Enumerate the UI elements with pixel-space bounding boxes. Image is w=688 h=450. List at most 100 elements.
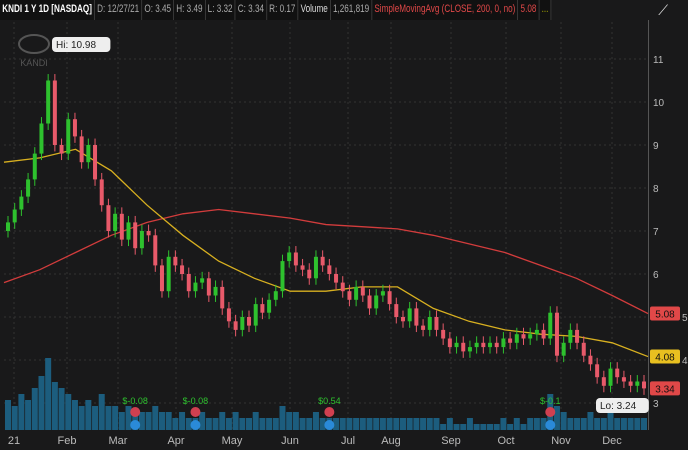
volume-bar bbox=[466, 418, 473, 430]
candle bbox=[421, 325, 426, 330]
volume-bar bbox=[594, 418, 601, 430]
candle bbox=[173, 256, 178, 266]
candle bbox=[320, 256, 325, 266]
volume-readout: 1,261,819 bbox=[331, 0, 373, 20]
volume-bar bbox=[306, 418, 313, 430]
last-value-label: 5.08 bbox=[655, 310, 675, 321]
x-tick-label: Apr bbox=[167, 435, 184, 447]
candle bbox=[99, 179, 104, 206]
candle bbox=[575, 329, 580, 343]
candle bbox=[240, 317, 245, 330]
x-tick-label: Oct bbox=[497, 435, 514, 447]
volume-bar bbox=[292, 412, 299, 430]
earnings-label: $-0.1 bbox=[540, 396, 561, 406]
dividend-icon bbox=[324, 407, 335, 417]
volume-bar bbox=[138, 412, 145, 430]
candle bbox=[488, 342, 493, 348]
volume-bar bbox=[125, 406, 132, 430]
candle bbox=[93, 145, 98, 180]
x-tick-label: 21 bbox=[8, 435, 20, 447]
y-tick-label: 9 bbox=[653, 141, 659, 152]
volume-bar bbox=[11, 406, 18, 430]
candle bbox=[441, 329, 446, 339]
candle bbox=[159, 265, 164, 292]
volume-bar bbox=[493, 424, 500, 430]
volume-bar bbox=[641, 418, 647, 430]
volume-bar bbox=[567, 418, 574, 430]
study-label[interactable]: SimpleMovingAvg (CLOSE, 200, 0, no) bbox=[372, 0, 519, 20]
symbol-label[interactable]: KNDI 1 Y 1D [NASDAQ] bbox=[0, 0, 95, 20]
volume-bar bbox=[520, 424, 527, 430]
candle bbox=[588, 355, 593, 365]
volume-bar bbox=[205, 418, 212, 430]
candle bbox=[253, 304, 258, 326]
candle bbox=[427, 317, 432, 330]
volume-bar bbox=[366, 418, 373, 430]
volume-bar bbox=[513, 418, 520, 430]
price-axis-line bbox=[648, 20, 649, 430]
candle bbox=[400, 317, 405, 322]
volume-bar bbox=[627, 418, 634, 430]
hi-label: Hi: 10.98 bbox=[56, 40, 96, 51]
volume-bar bbox=[346, 418, 353, 430]
candle bbox=[360, 286, 365, 296]
candle bbox=[200, 278, 205, 283]
last-value-tag bbox=[650, 306, 680, 321]
candle bbox=[621, 377, 626, 382]
candle bbox=[454, 342, 459, 348]
candle bbox=[467, 347, 472, 352]
studies-icon[interactable]: ⟋ bbox=[658, 2, 668, 18]
x-tick-label: Jul bbox=[341, 435, 355, 447]
candle bbox=[186, 274, 191, 292]
volume-bar bbox=[527, 418, 534, 430]
dividend-icon bbox=[130, 407, 141, 417]
candle bbox=[6, 222, 10, 231]
volume-bar bbox=[507, 424, 514, 430]
chart-header: KNDI 1 Y 1D [NASDAQ] D: 12/27/21 O: 3.45… bbox=[0, 0, 552, 20]
candle bbox=[561, 342, 566, 356]
open-readout: O: 3.45 bbox=[142, 0, 175, 20]
candle bbox=[367, 295, 372, 309]
volume-bar bbox=[219, 412, 226, 430]
volume-bar bbox=[18, 394, 25, 430]
candle bbox=[193, 282, 198, 292]
volume-bar bbox=[152, 406, 159, 430]
x-tick-label: May bbox=[222, 435, 243, 447]
volume-bar bbox=[426, 418, 433, 430]
last-value-label: 4.08 bbox=[655, 353, 675, 364]
volume-bar bbox=[359, 418, 366, 430]
candle bbox=[106, 205, 111, 231]
x-tick-label: Dec bbox=[602, 435, 622, 447]
volume-bar bbox=[553, 406, 560, 430]
high-readout: H: 3.49 bbox=[174, 0, 206, 20]
volume-bar bbox=[500, 418, 507, 430]
candle bbox=[139, 231, 144, 249]
x-tick-label: Jun bbox=[281, 435, 299, 447]
candle bbox=[508, 338, 513, 343]
candle bbox=[501, 338, 506, 348]
candle bbox=[280, 261, 285, 292]
volume-bar bbox=[487, 424, 494, 430]
volume-bar bbox=[634, 418, 641, 430]
kandi-logo bbox=[18, 34, 50, 54]
volume-bar bbox=[399, 418, 406, 430]
candle bbox=[220, 286, 225, 309]
candle bbox=[52, 80, 57, 145]
study-value: 5.08 bbox=[518, 0, 540, 20]
earnings-label: $-0.08 bbox=[122, 396, 148, 406]
more-button[interactable]: ... bbox=[539, 0, 552, 20]
candle bbox=[72, 119, 77, 137]
volume-bar bbox=[373, 418, 380, 430]
volume-bar bbox=[78, 406, 85, 430]
volume-bar bbox=[92, 406, 99, 430]
candle bbox=[260, 304, 265, 313]
candle bbox=[146, 231, 151, 236]
volume-bar bbox=[45, 358, 52, 430]
candle bbox=[166, 256, 171, 292]
x-tick-label: Nov bbox=[551, 435, 571, 447]
candle bbox=[340, 282, 345, 292]
candle bbox=[113, 213, 118, 231]
candle bbox=[307, 269, 312, 279]
